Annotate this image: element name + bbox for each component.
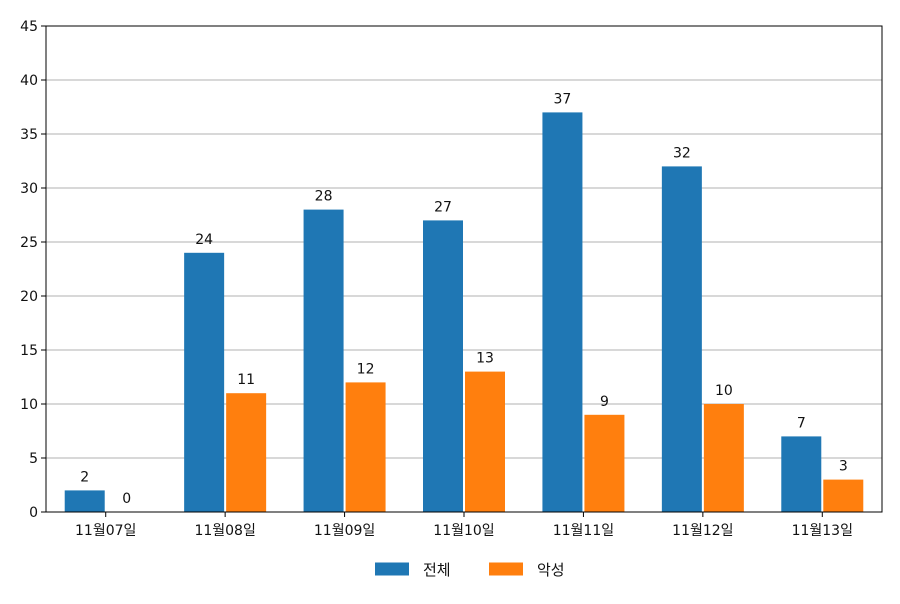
data-label: 32 [673, 145, 691, 161]
bar-malicious[interactable] [345, 382, 386, 512]
bar-total[interactable] [303, 209, 344, 512]
bar-total[interactable] [184, 252, 225, 513]
y-tick-label: 35 [20, 127, 38, 143]
data-label: 12 [357, 361, 375, 377]
legend-label: 악성 [537, 561, 565, 579]
legend-swatch-malicious [489, 562, 523, 576]
bar-total[interactable] [64, 490, 105, 512]
bar-total[interactable] [423, 220, 463, 512]
bar-total[interactable] [542, 112, 583, 513]
legend-swatch-total [375, 562, 409, 576]
data-label: 11 [237, 372, 255, 388]
data-label: 13 [476, 351, 494, 367]
data-label: 2 [80, 469, 89, 485]
y-tick-label: 20 [20, 289, 38, 305]
data-label: 27 [434, 199, 452, 215]
data-label: 37 [554, 91, 572, 107]
data-label: 9 [600, 394, 609, 410]
bar-malicious[interactable] [703, 404, 744, 512]
y-tick-label: 5 [29, 451, 38, 467]
x-tick-label: 11월12일 [672, 523, 733, 539]
legend-label: 전체 [423, 561, 451, 579]
x-tick-label: 11월08일 [194, 523, 255, 539]
data-label: 10 [715, 383, 733, 399]
bar-malicious[interactable] [465, 371, 505, 512]
plot-frame [45, 25, 883, 513]
bar-total[interactable] [661, 166, 702, 512]
y-tick-label: 10 [20, 397, 38, 413]
plot-area [46, 26, 882, 512]
data-label: 0 [122, 491, 131, 507]
x-tick-label: 11월09일 [314, 523, 375, 539]
data-label: 28 [315, 189, 333, 205]
y-tick-label: 45 [20, 19, 38, 35]
bar-malicious[interactable] [584, 414, 625, 512]
bar-malicious[interactable] [823, 479, 864, 512]
x-tick-label: 11월10일 [433, 523, 494, 539]
data-label: 7 [797, 415, 806, 431]
x-tick-label: 11월11일 [553, 523, 614, 539]
data-label: 3 [839, 459, 848, 475]
y-tick-label: 40 [20, 73, 38, 89]
data-label: 24 [195, 232, 213, 248]
y-tick-label: 15 [20, 343, 38, 359]
x-tick-label: 11월13일 [792, 523, 853, 539]
y-tick-label: 25 [20, 235, 38, 251]
x-tick-label: 11월07일 [75, 523, 136, 539]
bar-malicious[interactable] [226, 393, 267, 512]
y-tick-label: 0 [29, 505, 38, 521]
bar-total[interactable] [781, 436, 822, 512]
y-tick-label: 30 [20, 181, 38, 197]
